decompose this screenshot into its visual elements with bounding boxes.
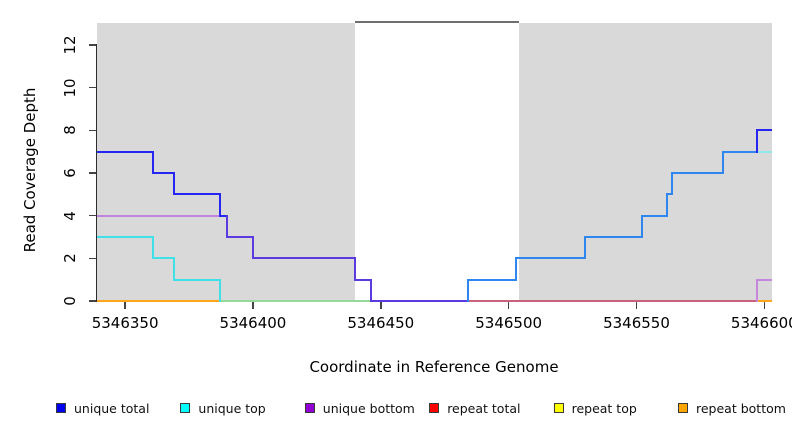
path-unique-top-left-segment [152, 236, 155, 260]
y-tick [89, 86, 96, 89]
path-unique-total-top-overlap-segment [671, 172, 674, 196]
path-repeat-zero-rose-segment [467, 300, 757, 302]
x-axis-title: Coordinate in Reference Genome [309, 358, 559, 376]
path-unique-total-top-overlap-segment [666, 193, 669, 217]
y-tick-label: 10 [61, 78, 79, 98]
y-axis-line [95, 44, 97, 302]
path-unique-total-bottom-overlap-segment [251, 236, 254, 260]
path-unique-top-right-segment [756, 150, 772, 153]
x-tick-label: 5346550 [603, 314, 670, 332]
path-unique-total-left-segment [219, 214, 228, 217]
path-unique-top-left-segment [218, 278, 221, 302]
gap-top-border [355, 21, 519, 23]
path-unique-total-left-segment [153, 172, 174, 175]
path-unique-total-top-overlap-segment [667, 193, 673, 196]
path-unique-total-bottom-overlap-segment [370, 300, 468, 302]
legend-item-unique-total: unique total [56, 400, 150, 416]
legend-swatch-unique-total [56, 403, 66, 413]
path-unique-total-bottom-overlap-segment [354, 257, 357, 281]
path-unique-top-left-segment [153, 257, 174, 260]
legend-item-unique-top: unique top [180, 400, 266, 416]
path-unique-total-left-segment [173, 193, 220, 196]
legend-label: unique total [74, 400, 150, 416]
x-tick-label: 5346600 [730, 314, 792, 332]
legend-swatch-unique-top [180, 403, 191, 413]
legend-swatch-repeat-bottom [678, 403, 688, 413]
path-repeat-bottom-zero-right-segment [756, 300, 772, 302]
path-unique-total-top-overlap-segment [515, 257, 518, 281]
legend-swatch-repeat-top [553, 403, 564, 413]
path-unique-total-top-overlap-segment [640, 214, 643, 238]
x-tick [507, 302, 510, 309]
shaded-region [97, 23, 356, 302]
legend-item-unique-bottom: unique bottom [304, 400, 415, 416]
legend-label: unique bottom [322, 400, 415, 416]
path-unique-total-right-segment [755, 129, 758, 153]
path-unique-total-left-segment [97, 150, 154, 153]
x-tick-label: 5346400 [219, 314, 287, 332]
path-unique-top-left-segment [173, 278, 220, 281]
legend-item-repeat-top: repeat top [553, 400, 637, 416]
path-unique-total-top-overlap-segment [584, 236, 587, 260]
x-tick [380, 302, 382, 309]
path-unique-top-left-segment [97, 236, 154, 238]
path-unique-bottom-right-segment [756, 278, 772, 281]
y-tick-label: 4 [61, 210, 79, 221]
y-tick-label: 8 [61, 125, 79, 136]
legend-label: unique top [198, 400, 266, 416]
y-tick [89, 214, 96, 217]
path-unique-total-left-segment [172, 172, 175, 196]
path-unique-total-top-overlap-segment [641, 214, 668, 217]
x-tick-label: 5346350 [91, 314, 159, 332]
y-tick [89, 300, 96, 302]
path-unique-total-bottom-overlap-segment [355, 278, 371, 281]
path-unique-bottom-left-segment [97, 214, 220, 217]
path-unique-total-bottom-overlap-segment [369, 278, 372, 302]
path-unique-total-top-overlap-segment [467, 278, 517, 281]
path-unique-total-top-overlap-segment [516, 257, 586, 260]
x-tick [635, 302, 638, 309]
y-tick-label: 12 [61, 35, 79, 55]
x-tick [252, 302, 254, 309]
path-overlap-zero-green-segment [219, 300, 371, 302]
legend-item-repeat-bottom: repeat bottom [678, 400, 786, 416]
legend-label: repeat bottom [696, 400, 786, 416]
x-tick-label: 5346500 [475, 314, 543, 332]
path-unique-top-left-segment [172, 257, 175, 281]
legend-swatch-unique-bottom [304, 403, 315, 413]
y-tick [89, 44, 96, 46]
path-unique-bottom-right-segment [755, 278, 758, 302]
path-unique-total-left-segment [218, 193, 221, 217]
path-unique-total-bottom-overlap-segment [227, 236, 253, 238]
x-tick [124, 302, 126, 309]
x-tick-label: 5346450 [347, 314, 415, 332]
path-unique-total-right-segment [756, 129, 772, 132]
y-tick [89, 129, 96, 132]
legend-label: repeat total [447, 400, 521, 416]
legend-swatch-repeat-total [429, 403, 440, 413]
legend-label: repeat top [571, 400, 637, 416]
y-tick-label: 2 [61, 253, 79, 264]
path-unique-total-top-overlap-segment [672, 172, 724, 175]
y-axis-title: Read Coverage Depth [21, 87, 39, 253]
path-unique-total-top-overlap-segment [722, 150, 725, 175]
path-unique-total-top-overlap-segment [585, 236, 642, 238]
y-tick [89, 257, 96, 260]
path-unique-total-left-segment [152, 150, 155, 175]
shaded-region [518, 23, 772, 302]
path-unique-total-top-overlap-segment [723, 150, 757, 153]
x-tick [763, 302, 766, 309]
y-tick-label: 6 [61, 168, 79, 178]
y-tick [89, 172, 96, 174]
path-unique-total-bottom-overlap-segment [226, 214, 229, 238]
y-tick-label: 0 [61, 296, 79, 306]
path-repeat-bottom-zero-left-segment [97, 300, 220, 302]
path-unique-total-bottom-overlap-segment [252, 257, 356, 260]
legend-item-repeat-total: repeat total [429, 400, 521, 416]
path-unique-total-top-overlap-segment [466, 278, 469, 302]
